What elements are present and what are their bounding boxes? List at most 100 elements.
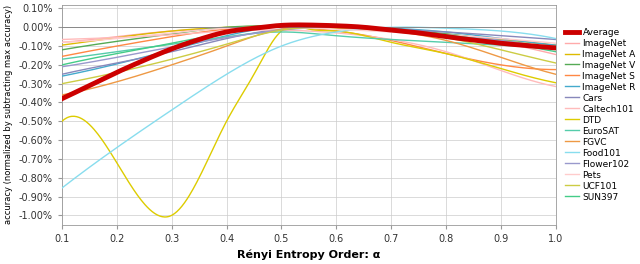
EuroSAT: [253, 31, 261, 35]
Line: EuroSAT: EuroSAT: [62, 32, 556, 59]
Average: [253, 26, 261, 29]
UCF101: [552, 62, 559, 65]
EuroSAT: [118, 50, 125, 53]
Caltech101: [264, 28, 271, 31]
Line: Flower102: Flower102: [62, 27, 556, 67]
UCF101: [253, 34, 261, 37]
Caltech101: [370, 35, 378, 39]
ImageNet: [118, 35, 125, 38]
Line: ImageNet S: ImageNet S: [62, 27, 556, 70]
DTD: [417, 47, 425, 50]
Cars: [419, 29, 426, 32]
Average: [370, 27, 378, 30]
UCF101: [370, 27, 378, 30]
Pets: [253, 26, 261, 29]
SUN397: [370, 26, 378, 30]
DTD: [255, 64, 262, 67]
FGVC: [309, 25, 317, 28]
Cars: [118, 60, 125, 64]
ImageNet R: [370, 26, 378, 29]
Average: [294, 23, 302, 26]
ImageNet A: [219, 26, 227, 29]
SUN397: [253, 27, 261, 30]
ImageNet A: [552, 44, 559, 47]
Line: DTD: DTD: [62, 26, 556, 217]
Flower102: [552, 47, 559, 50]
Line: ImageNet: ImageNet: [62, 26, 556, 55]
ImageNet: [416, 30, 424, 33]
SUN397: [118, 51, 125, 54]
ImageNet V: [253, 24, 261, 27]
Line: Average: Average: [62, 25, 556, 99]
ImageNet: [253, 25, 261, 29]
Food101: [552, 37, 559, 40]
ImageNet A: [118, 35, 125, 39]
DTD: [118, 169, 125, 172]
SUN397: [58, 63, 66, 67]
Cars: [253, 31, 261, 34]
Line: Caltech101: Caltech101: [62, 30, 556, 87]
Legend: Average, ImageNet, ImageNet A, ImageNet V, ImageNet S, ImageNet R, Cars, Caltech: Average, ImageNet, ImageNet A, ImageNet …: [565, 28, 636, 202]
Food101: [369, 26, 376, 30]
Flower102: [419, 31, 426, 34]
ImageNet S: [219, 28, 227, 31]
Line: SUN397: SUN397: [62, 26, 556, 65]
Line: Pets: Pets: [62, 27, 556, 43]
UCF101: [118, 70, 125, 73]
DTD: [220, 125, 228, 128]
Pets: [370, 30, 378, 33]
Line: ImageNet A: ImageNet A: [62, 26, 556, 45]
ImageNet R: [301, 24, 308, 27]
ImageNet R: [58, 74, 66, 78]
ImageNet S: [370, 35, 378, 39]
DTD: [58, 120, 66, 123]
Flower102: [416, 31, 424, 34]
UCF101: [321, 26, 328, 29]
Caltech101: [253, 29, 261, 32]
SUN397: [219, 32, 227, 35]
SUN397: [419, 30, 426, 34]
Flower102: [118, 55, 125, 58]
Flower102: [219, 37, 227, 40]
Food101: [118, 143, 125, 146]
Average: [419, 32, 426, 35]
Line: Cars: Cars: [62, 27, 556, 74]
Food101: [253, 55, 261, 58]
ImageNet: [552, 53, 559, 56]
EuroSAT: [416, 39, 424, 43]
EuroSAT: [419, 40, 426, 43]
Line: FGVC: FGVC: [62, 27, 556, 95]
Pets: [552, 42, 559, 45]
ImageNet V: [370, 26, 378, 30]
ImageNet A: [416, 31, 424, 34]
ImageNet R: [419, 28, 426, 31]
Caltech101: [416, 43, 424, 46]
Cars: [219, 38, 227, 41]
Pets: [416, 32, 424, 35]
Caltech101: [58, 38, 66, 41]
FGVC: [370, 28, 378, 31]
Caltech101: [552, 85, 559, 88]
ImageNet: [219, 27, 227, 30]
Flower102: [58, 65, 66, 68]
ImageNet: [58, 41, 66, 44]
EuroSAT: [552, 46, 559, 50]
DTD: [552, 81, 559, 84]
Caltech101: [419, 44, 426, 47]
Caltech101: [219, 30, 227, 33]
Flower102: [253, 31, 261, 35]
SUN397: [416, 30, 424, 33]
SUN397: [552, 50, 559, 53]
ImageNet V: [58, 48, 66, 51]
Flower102: [370, 27, 378, 30]
ImageNet A: [370, 29, 378, 32]
FGVC: [118, 79, 125, 82]
Average: [58, 97, 66, 100]
Pets: [58, 41, 66, 44]
Average: [118, 69, 125, 72]
ImageNet R: [552, 44, 559, 47]
Average: [219, 31, 227, 34]
Cars: [322, 26, 330, 29]
ImageNet S: [118, 44, 125, 47]
Line: ImageNet R: ImageNet R: [62, 26, 556, 76]
